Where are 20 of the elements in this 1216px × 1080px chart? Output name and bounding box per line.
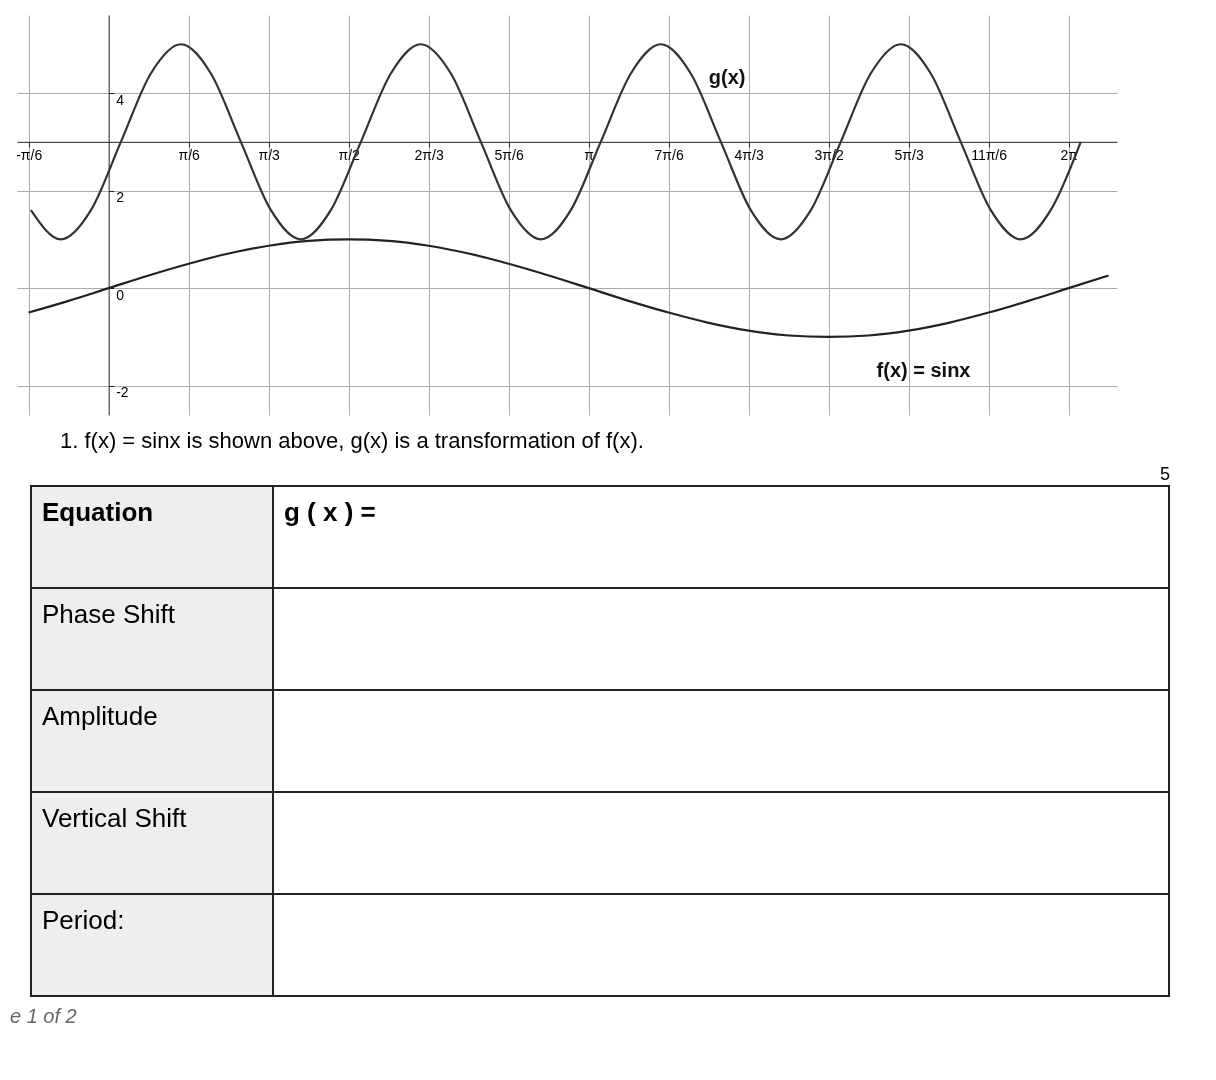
worksheet-table: Equation g ( x ) = Phase Shift Amplitude Vertical Shift Period: bbox=[30, 485, 1170, 997]
x-tick-label: 5π/6 bbox=[494, 147, 524, 164]
x-tick-label: π/3 bbox=[258, 147, 281, 164]
y-tick-label: 4 bbox=[116, 91, 125, 108]
text: 1. f(x) = sinx is shown above, g(x) is a transformation of f(x). bbox=[60, 428, 645, 454]
series-label: g(x) bbox=[708, 66, 746, 89]
x-tick-label: 4π/3 bbox=[734, 147, 764, 164]
series-label: f(x) = sinx bbox=[876, 358, 971, 381]
text: 5 bbox=[1159, 464, 1170, 485]
x-tick-label: π bbox=[584, 147, 595, 164]
x-tick-label: 7π/6 bbox=[654, 147, 684, 164]
y-tick-label: 0 bbox=[116, 286, 125, 303]
y-tick-label: -2 bbox=[116, 384, 129, 401]
x-tick-label: 2π/3 bbox=[414, 147, 444, 164]
x-tick-label: 11π/6 bbox=[971, 147, 1008, 164]
x-tick-label: -π/6 bbox=[16, 147, 43, 164]
y-tick-label: 2 bbox=[116, 189, 125, 206]
x-tick-label: 5π/3 bbox=[894, 147, 924, 164]
x-tick-label: π/6 bbox=[178, 147, 201, 164]
text: e 1 of 2 bbox=[10, 1005, 78, 1028]
